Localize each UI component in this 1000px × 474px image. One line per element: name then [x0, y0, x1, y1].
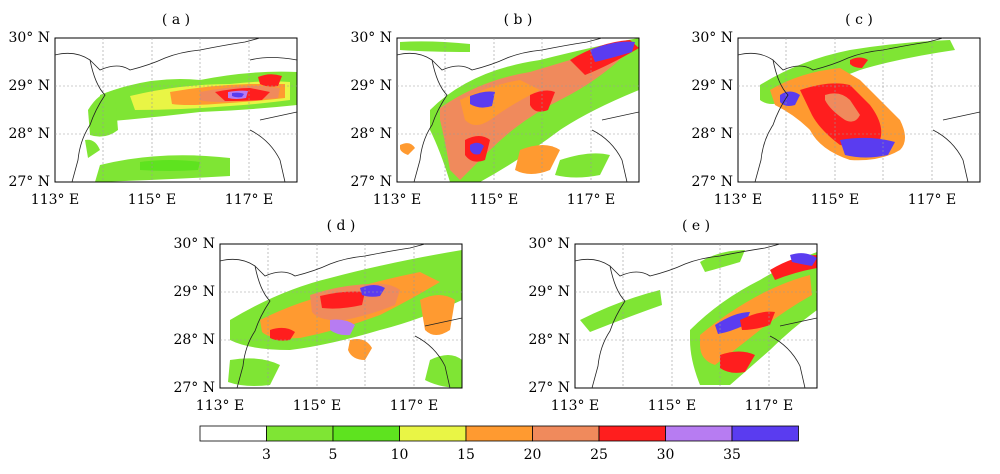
colorbar-swatch-2: [332, 425, 400, 442]
colorbar-ticks: 3 5 10 15 20 25 30 35: [262, 447, 741, 463]
colorbar-tick-label-7: 35: [723, 447, 741, 463]
colorbar-tick-label-6: 30: [657, 447, 675, 463]
lon-tick-c-117: 117° E: [908, 192, 956, 208]
map-frame-c: [737, 37, 981, 183]
colorbar-tick-label-5: 25: [590, 447, 608, 463]
colorbar-swatch-3: [399, 425, 467, 442]
lon-tick-b-113: 113° E: [373, 192, 421, 208]
lat-tick-b-28: 28° N: [350, 126, 392, 142]
lat-tick-c-29: 29° N: [691, 78, 733, 94]
lat-tick-d-28: 28° N: [173, 332, 215, 348]
panel-label-b: ( b ): [504, 12, 533, 28]
colorbar-tick-label-1: 5: [329, 447, 338, 463]
boundaries-c: [737, 37, 981, 183]
lon-tick-d-113: 113° E: [196, 398, 244, 414]
lat-tick-c-30: 30° N: [691, 30, 733, 46]
lon-tick-b-117: 117° E: [567, 192, 615, 208]
panel-e: ( e ) 30° N 29° N 28° N 27° N 113° E 115…: [528, 218, 818, 414]
lon-tick-c-113: 113° E: [714, 192, 762, 208]
lon-tick-e-115: 115° E: [648, 398, 696, 414]
lat-tick-b-27: 27° N: [350, 174, 392, 190]
colorbar-swatch-6: [598, 425, 666, 442]
colorbar-swatch-0: [199, 425, 267, 442]
lat-tick-b-29: 29° N: [350, 78, 392, 94]
map-frame-b: [396, 37, 640, 183]
lon-tick-b-115: 115° E: [470, 192, 518, 208]
precip-field-a: [85, 71, 297, 182]
lat-tick-d-29: 29° N: [173, 284, 215, 300]
panel-label-d: ( d ): [327, 218, 356, 234]
lat-tick-a-28: 28° N: [8, 126, 50, 142]
grid-d: [220, 244, 462, 388]
grid-a: [55, 38, 297, 182]
map-frame-e: [574, 243, 818, 389]
colorbar-tick-label-4: 20: [524, 447, 542, 463]
lat-tick-a-30: 30° N: [8, 30, 50, 46]
lat-tick-b-30: 30° N: [350, 30, 392, 46]
panel-label-a: ( a ): [162, 12, 190, 28]
lat-tick-e-27: 27° N: [528, 380, 570, 396]
colorbar-swatch-8: [731, 425, 799, 442]
lat-tick-d-30: 30° N: [173, 236, 215, 252]
boundaries-a: [54, 37, 298, 183]
lat-tick-d-27: 27° N: [173, 380, 215, 396]
lat-tick-c-27: 27° N: [691, 174, 733, 190]
lon-tick-e-113: 113° E: [551, 398, 599, 414]
panel-b: ( b ) 30° N 29° N 28° N 27° N 113° E: [350, 12, 640, 208]
panel-label-c: ( c ): [845, 12, 873, 28]
colorbar-swatch-7: [665, 425, 733, 442]
precip-field-e: [580, 250, 817, 385]
colorbar: 3 5 10 15 20 25 30 35: [199, 425, 799, 463]
lat-tick-a-27: 27° N: [8, 174, 50, 190]
lat-tick-e-30: 30° N: [528, 236, 570, 252]
colorbar-swatches: [199, 425, 799, 442]
panel-c: ( c ) 30° N 29° N 28° N 27° N 113° E 115…: [691, 12, 981, 208]
lon-tick-c-115: 115° E: [811, 192, 859, 208]
lon-tick-a-117: 117° E: [225, 192, 273, 208]
panel-a: ( a ) 30° N 29° N 28° N: [8, 12, 298, 208]
precip-field-b: [400, 38, 639, 182]
lon-tick-d-115: 115° E: [293, 398, 341, 414]
panel-d: ( d ) 30° N 29° N 28° N 27° N 113° E 115…: [173, 218, 463, 414]
lon-tick-e-117: 117° E: [745, 398, 793, 414]
boundaries-e: [574, 243, 818, 389]
colorbar-tick-label-2: 10: [391, 447, 409, 463]
colorbar-swatch-1: [266, 425, 334, 442]
precip-field-c: [760, 40, 955, 161]
lon-tick-a-115: 115° E: [128, 192, 176, 208]
lat-tick-a-29: 29° N: [8, 78, 50, 94]
colorbar-swatch-5: [532, 425, 600, 442]
lat-tick-c-28: 28° N: [691, 126, 733, 142]
map-frame-d: [219, 243, 463, 389]
lon-tick-a-113: 113° E: [31, 192, 79, 208]
lat-tick-e-28: 28° N: [528, 332, 570, 348]
map-frame-a: [54, 37, 298, 183]
lat-tick-e-29: 29° N: [528, 284, 570, 300]
boundaries-d: [219, 243, 463, 389]
colorbar-tick-label-3: 15: [457, 447, 475, 463]
colorbar-swatch-4: [465, 425, 533, 442]
boundaries-b: [396, 37, 640, 183]
colorbar-tick-label-0: 3: [262, 447, 271, 463]
panel-label-e: ( e ): [682, 218, 710, 234]
precip-field-d: [228, 250, 462, 388]
lon-tick-d-117: 117° E: [390, 398, 438, 414]
